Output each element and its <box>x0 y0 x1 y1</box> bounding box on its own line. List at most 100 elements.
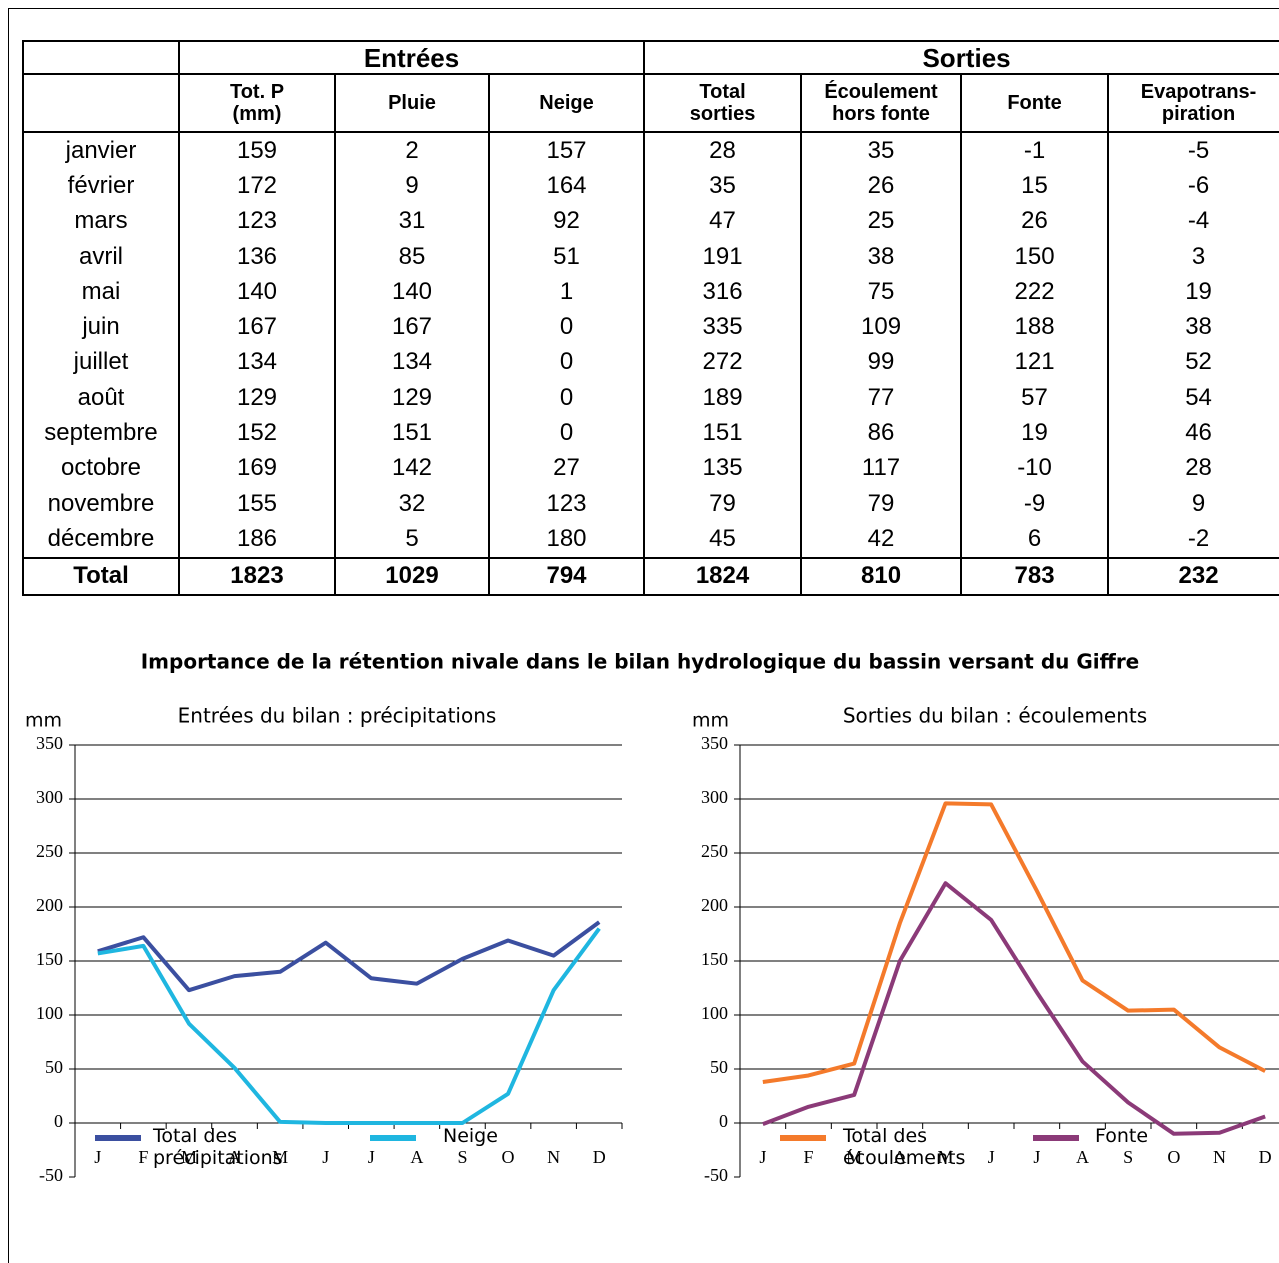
y-tick-label: 300 <box>36 787 63 807</box>
y-tick-label: 350 <box>701 733 728 753</box>
column-header: Neige <box>487 73 646 133</box>
x-tick-label: D <box>1259 1147 1272 1167</box>
cell: -9 <box>960 485 1110 522</box>
total-cell: Total <box>22 556 180 596</box>
x-tick-label: A <box>893 1147 906 1167</box>
group-header-row: Entrées Sorties <box>22 40 1279 74</box>
y-tick-label: 150 <box>36 949 63 969</box>
cell: 54 <box>1107 380 1279 416</box>
cell: 3 <box>1107 238 1279 275</box>
data-row: septembre 152 151 0 151 86 19 46 <box>22 415 1279 451</box>
group-header: Sorties <box>643 40 1279 74</box>
cell: 164 <box>487 168 646 204</box>
cell: 180 <box>487 521 646 558</box>
cell: 47 <box>643 203 803 239</box>
cell: 32 <box>334 485 490 522</box>
cell: 35 <box>643 168 803 204</box>
cell: 109 <box>800 309 963 345</box>
cell: 140 <box>334 274 490 310</box>
cell: 26 <box>960 203 1110 239</box>
x-tick-label: F <box>803 1147 813 1167</box>
cell: 222 <box>960 274 1110 310</box>
cell: 77 <box>800 380 963 416</box>
total-cell: 232 <box>1107 556 1279 596</box>
data-row: août 129 129 0 189 77 57 54 <box>22 380 1279 416</box>
cell: 79 <box>800 485 963 522</box>
x-tick-label: J <box>368 1147 375 1167</box>
y-tick-label: 50 <box>710 1057 728 1077</box>
cell: 0 <box>487 344 646 381</box>
y-tick-label: 0 <box>54 1111 63 1131</box>
row-label: janvier <box>22 132 180 169</box>
empty-cell <box>22 40 180 74</box>
y-tick-label: 100 <box>36 1003 63 1023</box>
cell: 316 <box>643 274 803 310</box>
cell: 188 <box>960 309 1110 345</box>
row-label: juin <box>22 309 180 345</box>
x-tick-label: J <box>759 1147 766 1167</box>
total-cell: 1029 <box>334 556 490 596</box>
cell: 51 <box>487 238 646 275</box>
row-label: décembre <box>22 521 180 558</box>
y-axis-label: mm <box>692 710 729 732</box>
total-row: Total 1823 1029 794 1824 810 783 232 <box>22 556 1279 596</box>
cell: 129 <box>334 380 490 416</box>
cell: 57 <box>960 380 1110 416</box>
row-label: avril <box>22 238 180 275</box>
cell: -2 <box>1107 521 1279 558</box>
cell: 25 <box>800 203 963 239</box>
x-tick-label: J <box>1033 1147 1040 1167</box>
y-tick-label: 200 <box>701 895 728 915</box>
legend-label: Neige <box>443 1125 498 1147</box>
chart-title: Entrées du bilan : précipitations <box>178 704 497 728</box>
total-cell: 1824 <box>643 556 803 596</box>
cell: 172 <box>178 168 336 204</box>
cell: 52 <box>1107 344 1279 381</box>
row-label: mai <box>22 274 180 310</box>
x-tick-label: S <box>1123 1147 1133 1167</box>
x-tick-label: N <box>1213 1147 1226 1167</box>
legend-label: Total des précipitations <box>153 1125 283 1169</box>
cell: 26 <box>800 168 963 204</box>
y-tick-label: 250 <box>701 841 728 861</box>
series-line <box>762 881 1266 1136</box>
x-tick-label: D <box>593 1147 606 1167</box>
cell: 123 <box>178 203 336 239</box>
y-tick-label: 300 <box>701 787 728 807</box>
column-header: Pluie <box>334 73 490 133</box>
cell: 27 <box>487 450 646 486</box>
cell: 151 <box>334 415 490 451</box>
data-row: mai 140 140 1 316 75 222 19 <box>22 274 1279 310</box>
y-tick-label: 250 <box>36 841 63 861</box>
cell: 86 <box>800 415 963 451</box>
cell: 1 <box>487 274 646 310</box>
row-label: octobre <box>22 450 180 486</box>
cell: 167 <box>334 309 490 345</box>
cell: 135 <box>643 450 803 486</box>
cell: 155 <box>178 485 336 522</box>
x-tick-label: S <box>457 1147 467 1167</box>
cell: 75 <box>800 274 963 310</box>
cell: 35 <box>800 132 963 169</box>
x-tick-label: J <box>322 1147 329 1167</box>
total-cell: 1823 <box>178 556 336 596</box>
y-tick-label: 50 <box>45 1057 63 1077</box>
row-label: septembre <box>22 415 180 451</box>
x-tick-label: J <box>988 1147 995 1167</box>
group-header: Entrées <box>177 40 646 74</box>
column-header-row: Tot. P (mm) Pluie Neige Total sorties Écoule… <box>22 73 1279 133</box>
cell: 19 <box>1107 274 1279 310</box>
cell: 134 <box>334 344 490 381</box>
cell: 5 <box>334 521 490 558</box>
cell: 186 <box>178 521 336 558</box>
y-tick-label: 200 <box>36 895 63 915</box>
data-table: Entrées Sorties Tot. P (mm) Pluie Neige Total… <box>22 40 1279 596</box>
x-tick-label: J <box>94 1147 101 1167</box>
y-tick-label: 0 <box>719 1111 728 1131</box>
y-tick-label: 150 <box>701 949 728 969</box>
cell: 15 <box>960 168 1110 204</box>
cell: 191 <box>643 238 803 275</box>
cell: 0 <box>487 415 646 451</box>
cell: 9 <box>1107 485 1279 522</box>
cell: 169 <box>178 450 336 486</box>
